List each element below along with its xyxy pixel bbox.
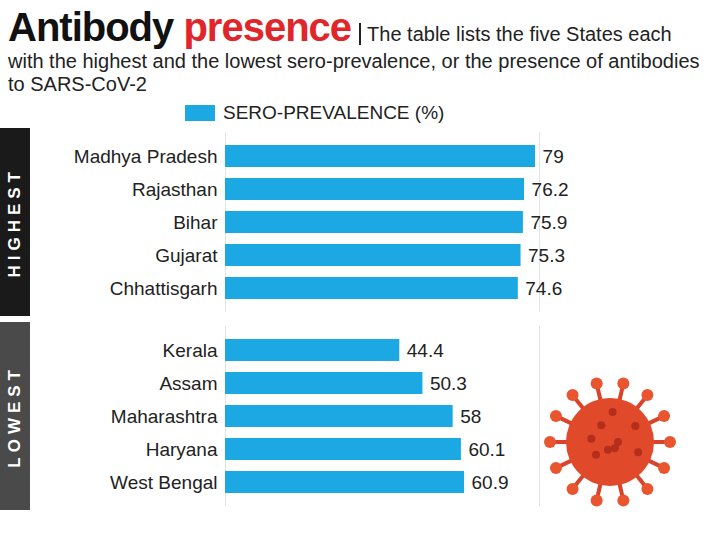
svg-text:50.3: 50.3 bbox=[430, 373, 467, 394]
svg-text:Chhattisgarh: Chhattisgarh bbox=[110, 278, 218, 299]
svg-text:58: 58 bbox=[460, 406, 481, 427]
html-text:SERO-PREVALENCE (%): SERO-PREVALENCE (%) bbox=[223, 102, 445, 123]
svg-text:Assam: Assam bbox=[159, 373, 217, 394]
svg-text:Kerala: Kerala bbox=[163, 340, 218, 361]
svg-text:75.9: 75.9 bbox=[530, 212, 567, 233]
svg-text:Rajasthan: Rajasthan bbox=[132, 179, 218, 200]
html-text:The table lists the five State: The table lists the five States each wit… bbox=[8, 23, 700, 95]
svg-text:Gujarat: Gujarat bbox=[155, 245, 218, 266]
html-text:Antibody presence: Antibody presence bbox=[8, 5, 352, 49]
svg-text:60.1: 60.1 bbox=[468, 439, 505, 460]
svg-text:44.4: 44.4 bbox=[407, 340, 444, 361]
svg-text:Madhya Pradesh: Madhya Pradesh bbox=[74, 146, 218, 167]
svg-text:75.3: 75.3 bbox=[528, 245, 565, 266]
svg-text:Maharashtra: Maharashtra bbox=[111, 406, 218, 427]
svg-text:Haryana: Haryana bbox=[146, 439, 218, 460]
svg-text:76.2: 76.2 bbox=[532, 179, 569, 200]
svg-text:Bihar: Bihar bbox=[173, 212, 218, 233]
svg-text:74.6: 74.6 bbox=[525, 278, 562, 299]
html-text:LOWEST: LOWEST bbox=[5, 364, 24, 468]
svg-text:79: 79 bbox=[543, 146, 564, 167]
svg-text:West Bengal: West Bengal bbox=[110, 472, 217, 493]
svg-text:60.9: 60.9 bbox=[472, 472, 509, 493]
html-text:HIGHEST: HIGHEST bbox=[5, 166, 24, 278]
